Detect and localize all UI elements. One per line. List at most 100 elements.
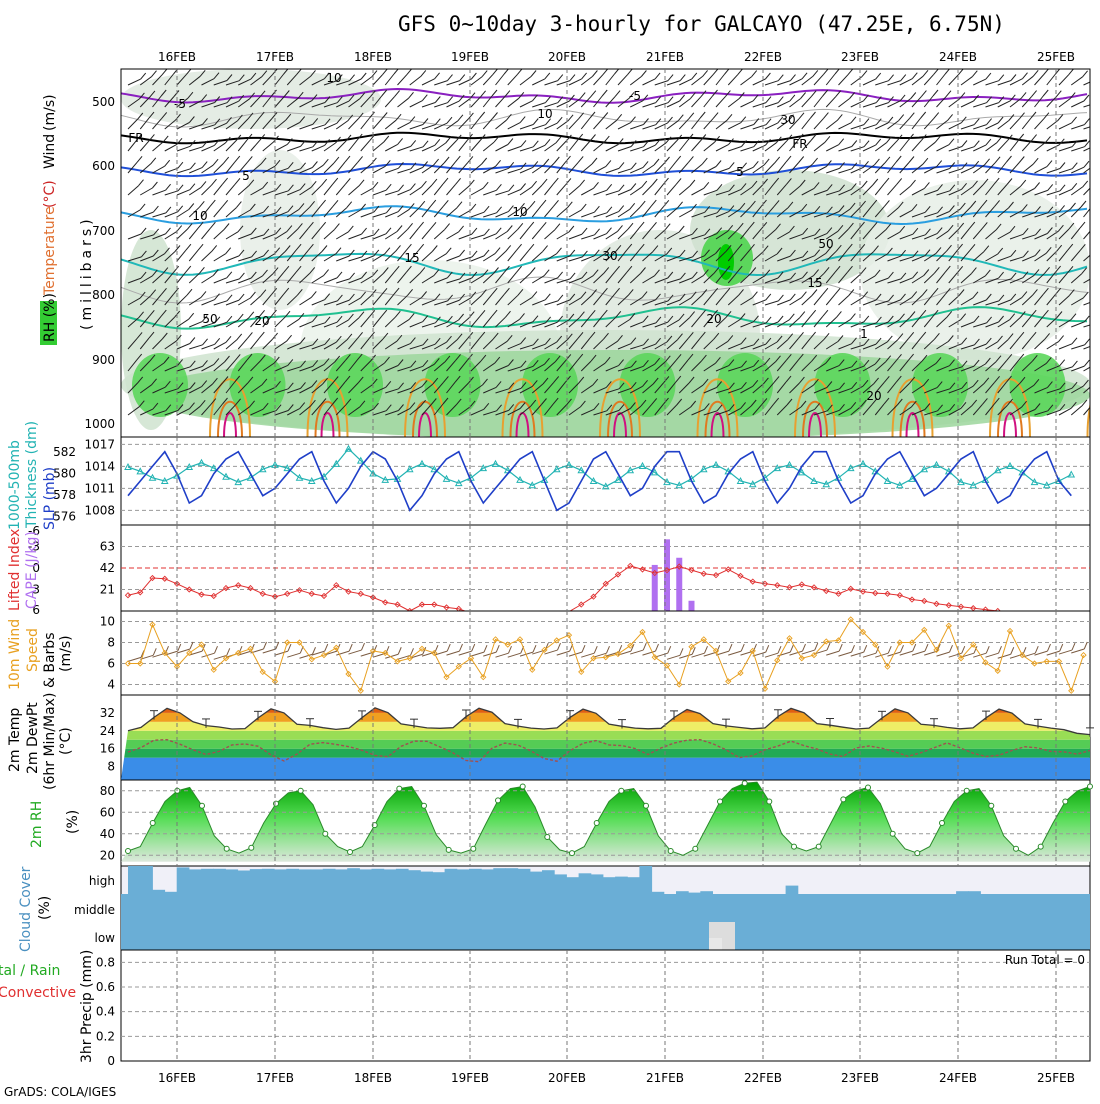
cloud-high-bar (542, 870, 555, 894)
cloud-high-bar (335, 869, 348, 894)
rh2m-point (940, 821, 945, 826)
cloud-label-group: Cloud Cover (18, 866, 34, 952)
precip-tick: 0.2 (96, 1029, 115, 1043)
precip-convective-label: Convective (0, 985, 76, 1001)
upper-wind-barb-feather (1096, 73, 1100, 79)
cloud-level-label: middle (74, 903, 115, 917)
wind10-tick: 6 (107, 657, 115, 671)
contour-label: 20 (254, 314, 269, 328)
contour-label: 15 (404, 251, 419, 265)
contour-label: 50 (818, 237, 833, 251)
date-label-top: 24FEB (939, 50, 977, 64)
date-label-bottom: 18FEB (354, 1071, 392, 1085)
axis-labels: RH (%) Temperature (°C) Wind (m/s) (mill… (0, 94, 95, 1063)
upper-wind-barb-feather (1093, 222, 1098, 228)
pressure-level-label: 800 (92, 288, 115, 302)
temp-band (121, 731, 1090, 740)
rh2m-point (1088, 784, 1093, 789)
rh2m-point (545, 835, 550, 840)
rh2m-point (767, 799, 772, 804)
temp2m-tick: 32 (100, 706, 115, 720)
date-label-top: 21FEB (646, 50, 684, 64)
cloud-high-bar (140, 866, 153, 894)
lifted-index-label: Lifted Index (7, 529, 23, 611)
cloud-high-bar (518, 869, 531, 894)
thickness-unit: Thickness (dm) (24, 421, 40, 529)
contour-label: FR (792, 137, 807, 151)
date-label-top: 16FEB (158, 50, 196, 64)
wind10-label-1: 10m Wind (7, 619, 23, 690)
cloud-high-bar (408, 870, 421, 894)
cape-bar (689, 601, 695, 611)
rh2m-point (496, 798, 501, 803)
rh2m-point (200, 803, 205, 808)
cloud-high-bar (639, 866, 652, 894)
cloud-high-bar (189, 869, 202, 894)
contour-label: 15 (807, 276, 822, 290)
millibars-label: (millibars) (79, 215, 95, 330)
wind10-label-3: & Barbs (42, 633, 58, 689)
date-label-bottom: 16FEB (158, 1071, 196, 1085)
cape-label: CAPE (J/kg) (24, 531, 40, 609)
temp2m-label-group: 2m Temp (7, 708, 23, 772)
rh2m-point (890, 831, 895, 836)
temp2m-label-group-4: (°C) (58, 727, 74, 755)
cloud-level-label: high (89, 874, 115, 888)
temp2m-label-3: (6hr Min/Max) (42, 693, 58, 790)
cloud-high-bar (225, 869, 238, 894)
pressure-level-label: 600 (92, 159, 115, 173)
temperature-unit-label: (°C) (42, 180, 58, 208)
upper-wind-barb-feather (1097, 338, 1100, 344)
cloud-high-bar (603, 877, 616, 894)
rh-label: RH (%) (42, 293, 58, 342)
rh2m-point (915, 851, 920, 856)
cloud-high-bar (323, 869, 336, 894)
rh2m-point (298, 788, 303, 793)
wind10-label-group: 10m Wind (7, 619, 23, 690)
cloud-high-bar (700, 891, 713, 894)
precip-tick: 0.4 (96, 1005, 115, 1019)
rh2m-point (742, 781, 747, 786)
date-label-bottom: 17FEB (256, 1071, 294, 1085)
contour-label: 20 (706, 312, 721, 326)
cape-tick: 63 (100, 540, 115, 554)
slp-title: SLP (mb) (42, 467, 58, 530)
rh2m-point (644, 803, 649, 808)
rh2m-point (1014, 846, 1019, 851)
footer-credit: GrADS: COLA/IGES (4, 1085, 116, 1099)
rh2m-point (471, 846, 476, 851)
wind10-label-4: (m/s) (58, 635, 74, 672)
cloud-high-bar (506, 868, 519, 894)
date-label-bottom: 19FEB (451, 1071, 489, 1085)
precip-ylabel: 3hr Precip (mm) (79, 950, 95, 1063)
upper-wind-barb-feather (1096, 358, 1100, 364)
contour-label: 30 (602, 249, 617, 263)
contour-label: 50 (202, 312, 217, 326)
cloud-high-bar (372, 869, 385, 894)
cloud-high-bar (299, 869, 312, 894)
rh2m-point (150, 821, 155, 826)
contour-label: -5 (629, 89, 641, 103)
temp-lobe-30 (1096, 402, 1100, 437)
cloud-high-bar (311, 869, 324, 894)
temp2m-label-1: 2m Temp (7, 708, 23, 772)
cloud-high-bar (445, 869, 458, 894)
cloud-high-bar (615, 877, 628, 894)
cloud-middle-low-fill (121, 894, 1090, 950)
cloud-high-bar (213, 869, 226, 894)
date-label-top: 23FEB (841, 50, 879, 64)
pressure-level-label: 900 (92, 353, 115, 367)
upper-wind-barb-feather (1096, 139, 1100, 145)
cloud-high-bar (432, 872, 445, 894)
rh2m-tick: 20 (100, 848, 115, 862)
wind-label: Wind (42, 134, 58, 169)
